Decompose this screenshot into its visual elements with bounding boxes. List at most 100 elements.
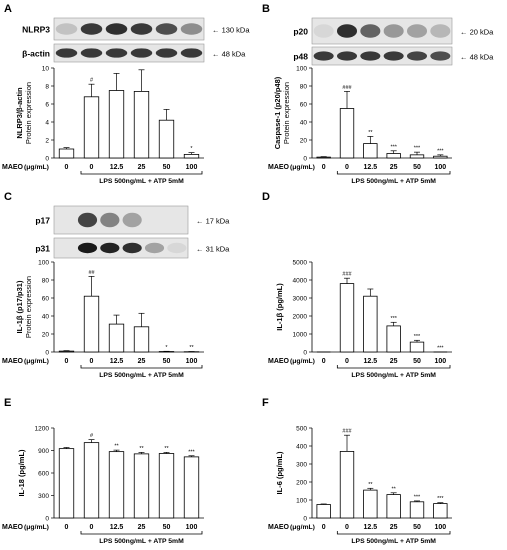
- treatment-bracket: [336, 365, 451, 369]
- x-axis-unit: (μg/mL): [290, 524, 315, 531]
- treatment-label: LPS 500ng/mL + ATP 5mM: [351, 372, 436, 379]
- y-tick-label: 20: [300, 138, 308, 145]
- bar-chart: 0 100 200 300 400 500 IL-6 (pg/mL) 0 ### 0 ** 12.5 *…: [268, 426, 452, 545]
- y-tick-label: 10: [42, 66, 50, 73]
- y-tick-label: 0: [45, 516, 49, 523]
- y-tick-label: 900: [38, 448, 49, 455]
- x-axis-unit: (μg/mL): [24, 524, 49, 531]
- x-axis-label: MAEO: [2, 164, 24, 171]
- blot-band: [80, 23, 103, 35]
- y-tick-label: 300: [38, 493, 49, 500]
- significance-mark: **: [368, 482, 373, 488]
- bar: [133, 91, 150, 159]
- x-tick-label: 0: [345, 358, 349, 365]
- y-axis-label: NLRP3/β-actin: [15, 87, 24, 139]
- y-tick-label: 100: [38, 260, 49, 267]
- x-tick-label: 25: [390, 164, 398, 171]
- blot-band: [77, 212, 98, 228]
- bar: [58, 448, 75, 519]
- y-tick-label: 8: [45, 84, 49, 91]
- bar: [339, 108, 355, 159]
- bar-chart: 0 300 600 900 1200 IL-18 (pg/mL) 0 #0 ** 12.5 ** 25…: [2, 426, 204, 545]
- significance-mark: ***: [188, 449, 195, 455]
- blot-band: [155, 48, 178, 58]
- y-tick-label: 2: [45, 138, 49, 145]
- significance-mark: **: [392, 486, 397, 492]
- x-tick-label: 0: [65, 524, 69, 531]
- blot-band: [360, 24, 381, 38]
- bar: [133, 326, 150, 353]
- y-tick-label: 0: [45, 156, 49, 163]
- bar: [339, 450, 355, 519]
- significance-mark: ***: [414, 146, 421, 152]
- x-tick-label: 25: [138, 524, 146, 531]
- significance-mark: ###: [342, 272, 352, 278]
- x-tick-label: 100: [186, 524, 198, 531]
- significance-mark: #: [90, 433, 94, 439]
- significance-mark: *: [190, 146, 193, 152]
- x-tick-label: 50: [163, 524, 171, 531]
- panel-letter: C: [4, 191, 12, 203]
- blot-1: β-actin ← 48 kDa: [22, 43, 246, 63]
- y-tick-label: 2000: [293, 314, 308, 321]
- y-tick-label: 0: [45, 350, 49, 357]
- panel-e: E 0 300 600 900 1200 IL-18 (pg/mL) 0 #0 ** 12.5 ** 2…: [2, 397, 204, 545]
- y-axis-label: IL-6 (pg/mL): [275, 451, 284, 494]
- blot-size: ← 20 kDa: [460, 28, 494, 37]
- bar: [433, 155, 448, 159]
- blot-band: [155, 23, 178, 35]
- y-tick-label: 4000: [293, 278, 308, 285]
- x-tick-label: 0: [65, 358, 69, 365]
- bar-chart: 0 2 4 6 8 10 NLRP3/β-actin Protein expression 0 #…: [2, 66, 204, 185]
- bar: [58, 148, 75, 159]
- y-tick-label: 300: [296, 462, 307, 469]
- x-tick-label: 50: [413, 164, 421, 171]
- x-tick-label: 12.5: [110, 524, 124, 531]
- x-tick-label: 0: [322, 164, 326, 171]
- x-axis-label: MAEO: [268, 358, 290, 365]
- y-tick-label: 100: [296, 66, 307, 73]
- treatment-label: LPS 500ng/mL + ATP 5mM: [351, 538, 436, 545]
- x-axis-label: MAEO: [2, 358, 24, 365]
- y-tick-label: 200: [296, 480, 307, 487]
- panel-letter: E: [4, 397, 11, 409]
- y-tick-label: 40: [42, 314, 50, 321]
- blot-strip: [311, 17, 453, 45]
- treatment-label: LPS 500ng/mL + ATP 5mM: [351, 178, 436, 185]
- bar: [108, 90, 125, 159]
- x-tick-label: 100: [186, 164, 198, 171]
- significance-mark: ***: [437, 496, 444, 502]
- blot-band: [77, 242, 98, 254]
- treatment-bracket: [80, 531, 203, 535]
- y-tick-label: 1000: [293, 332, 308, 339]
- x-tick-label: 50: [163, 358, 171, 365]
- y-tick-label: 100: [296, 498, 307, 505]
- y-tick-label: 80: [42, 278, 50, 285]
- x-axis-label: MAEO: [268, 524, 290, 531]
- treatment-label: LPS 500ng/mL + ATP 5mM: [99, 538, 184, 545]
- panel-a: A NLRP3 ← 130 kDa β-actin ← 48 kDa 0 2 4 6 8 10 NLR…: [2, 3, 250, 185]
- y-tick-label: 500: [296, 426, 307, 433]
- treatment-label: LPS 500ng/mL + ATP 5mM: [99, 178, 184, 185]
- y-tick-label: 1200: [35, 426, 50, 433]
- y-axis-label: Protein expression: [282, 82, 291, 144]
- x-tick-label: 12.5: [110, 358, 124, 365]
- x-tick-label: 0: [90, 524, 94, 531]
- y-tick-label: 0: [303, 156, 307, 163]
- panel-letter: F: [262, 397, 269, 409]
- x-axis-label: MAEO: [2, 524, 24, 531]
- blot-0: NLRP3 ← 130 kDa: [22, 17, 250, 41]
- blot-size: ← 130 kDa: [212, 26, 250, 35]
- x-tick-label: 50: [163, 164, 171, 171]
- blot-label: p20: [293, 27, 308, 37]
- panel-letter: A: [4, 3, 12, 15]
- x-axis-unit: (μg/mL): [290, 164, 315, 171]
- blot-band: [336, 51, 358, 61]
- blot-0: p20 ← 20 kDa: [293, 17, 494, 45]
- x-tick-label: 0: [90, 358, 94, 365]
- bar: [339, 283, 355, 353]
- bar: [363, 143, 378, 159]
- y-tick-label: 60: [42, 296, 50, 303]
